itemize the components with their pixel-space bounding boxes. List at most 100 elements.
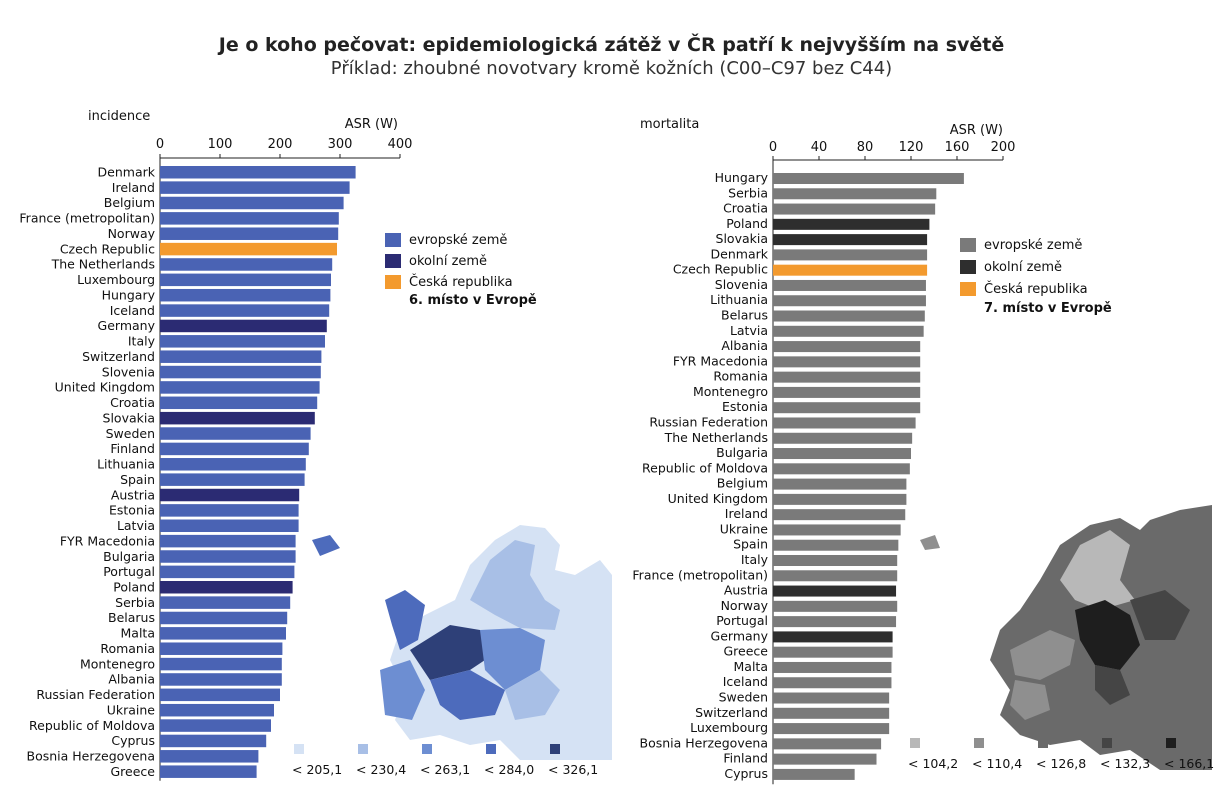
mortality-category-label: Luxembourg bbox=[690, 720, 768, 735]
incidence-category-label: Cyprus bbox=[111, 733, 155, 748]
chart-title: Je o koho pečovat: epidemiologická zátěž… bbox=[218, 34, 1005, 56]
incidence-category-label: Denmark bbox=[98, 165, 156, 180]
incidence-category-label: United Kingdom bbox=[55, 380, 155, 395]
incidence-bar bbox=[160, 765, 257, 778]
incidence-scale-label: < 230,4 bbox=[356, 762, 406, 777]
incidence-scale-swatch bbox=[294, 744, 304, 754]
mortality-category-label: Switzerland bbox=[695, 705, 768, 720]
incidence-bar bbox=[160, 381, 320, 394]
mortality-category-label: Slovakia bbox=[716, 231, 768, 246]
mortality-bar bbox=[773, 707, 890, 719]
mortality-category-label: FYR Macedonia bbox=[673, 353, 768, 368]
incidence-category-label: Hungary bbox=[102, 287, 156, 302]
mortality-bar bbox=[773, 738, 882, 750]
incidence-bar bbox=[160, 350, 322, 363]
mortality-tick-label: 160 bbox=[945, 140, 970, 155]
mortality-legend-label: Česká republika bbox=[984, 281, 1088, 297]
mortality-bar bbox=[773, 264, 928, 276]
mortality-axis-unit: ASR (W) bbox=[950, 123, 1003, 138]
mortality-bar bbox=[773, 234, 928, 246]
incidence-bar bbox=[160, 288, 331, 302]
mortality-bar bbox=[773, 493, 907, 505]
mortality-bar bbox=[773, 417, 916, 429]
mortality-bar bbox=[773, 631, 893, 643]
incidence-legend-label: Česká republika bbox=[409, 274, 513, 290]
mortality-category-label: Finland bbox=[723, 751, 768, 766]
mortality-bar bbox=[773, 432, 913, 444]
incidence-category-label: Latvia bbox=[117, 518, 155, 533]
incidence-category-label: Malta bbox=[121, 626, 155, 641]
mortality-bar bbox=[773, 570, 898, 582]
incidence-category-label: Luxembourg bbox=[77, 272, 155, 287]
incidence-bar bbox=[160, 596, 291, 609]
incidence-category-label: Lithuania bbox=[97, 457, 155, 472]
incidence-category-label: Belarus bbox=[108, 610, 155, 625]
mortality-scale-label: < 126,8 bbox=[1036, 756, 1086, 771]
mortality-bar bbox=[773, 646, 893, 658]
incidence-category-label: Germany bbox=[98, 318, 156, 333]
mortality-category-label: Malta bbox=[734, 659, 768, 674]
incidence-category-label: Bosnia Herzegovena bbox=[27, 749, 156, 764]
mortality-category-label: Hungary bbox=[715, 170, 769, 185]
mortality-bar bbox=[773, 509, 906, 521]
incidence-bar bbox=[160, 181, 350, 194]
incidence-scale-swatch bbox=[422, 744, 432, 754]
mortality-bar bbox=[773, 386, 921, 398]
mortality-category-label: Ukraine bbox=[720, 521, 769, 536]
mortality-panel-label: mortalita bbox=[640, 117, 699, 132]
incidence-bar bbox=[160, 212, 339, 225]
mortality-bar bbox=[773, 463, 910, 475]
mortality-bar bbox=[773, 555, 898, 566]
incidence-legend-label: okolní země bbox=[409, 254, 487, 269]
incidence-category-label: Iceland bbox=[110, 303, 155, 318]
mortality-tick-label: 120 bbox=[899, 140, 924, 155]
incidence-tick-label: 0 bbox=[156, 137, 164, 152]
mortality-scale-swatch bbox=[1166, 738, 1176, 748]
mortality-category-label: Belarus bbox=[721, 308, 768, 323]
incidence-category-label: Poland bbox=[113, 579, 155, 594]
incidence-category-label: Ireland bbox=[112, 180, 155, 195]
chart-subtitle: Příklad: zhoubné novotvary kromě kožních… bbox=[330, 58, 893, 79]
incidence-bar bbox=[160, 519, 299, 533]
incidence-bar bbox=[160, 335, 325, 348]
mortality-bar bbox=[773, 661, 892, 673]
mortality-legend-swatch bbox=[960, 282, 976, 296]
mortality-bar bbox=[773, 768, 855, 780]
mortality-tick-label: 0 bbox=[769, 140, 777, 155]
mortality-bar bbox=[773, 249, 928, 261]
mortality-scale-swatch bbox=[910, 738, 920, 748]
incidence-panel-label: incidence bbox=[88, 109, 150, 124]
mortality-bar bbox=[773, 723, 890, 735]
mortality-legend-swatch bbox=[960, 260, 976, 274]
incidence-tick-label: 200 bbox=[268, 137, 293, 152]
mortality-category-label: Russian Federation bbox=[649, 414, 768, 429]
mortality-category-label: Bulgaria bbox=[716, 445, 768, 460]
incidence-bar bbox=[160, 427, 311, 440]
incidence-bar bbox=[160, 304, 330, 317]
incidence-legend-swatch bbox=[385, 233, 401, 247]
mortality-bar bbox=[773, 341, 921, 353]
incidence-category-label: The Netherlands bbox=[51, 257, 155, 272]
incidence-bar bbox=[160, 488, 300, 502]
mortality-scale-swatch bbox=[1102, 738, 1112, 748]
incidence-bar bbox=[160, 442, 309, 456]
mortality-bar bbox=[773, 218, 930, 230]
incidence-bar bbox=[160, 458, 306, 471]
incidence-bar bbox=[160, 396, 318, 410]
incidence-category-label: Montenegro bbox=[80, 656, 155, 671]
incidence-bar bbox=[160, 642, 283, 655]
mortality-category-label: Serbia bbox=[728, 185, 768, 200]
incidence-scale-swatch bbox=[358, 744, 368, 754]
mortality-category-label: Ireland bbox=[725, 506, 768, 521]
incidence-legend-swatch bbox=[385, 275, 401, 289]
mortality-bar bbox=[773, 356, 921, 368]
incidence-bar bbox=[160, 258, 333, 271]
mortality-tick-label: 200 bbox=[991, 140, 1016, 155]
mortality-category-label: Romania bbox=[713, 369, 768, 384]
incidence-category-label: Spain bbox=[120, 472, 155, 487]
mortality-category-label: The Netherlands bbox=[664, 430, 768, 445]
mortality-category-label: Republic of Moldova bbox=[642, 460, 768, 475]
mortality-bar bbox=[773, 325, 924, 337]
mortality-legend-label: okolní země bbox=[984, 260, 1062, 275]
